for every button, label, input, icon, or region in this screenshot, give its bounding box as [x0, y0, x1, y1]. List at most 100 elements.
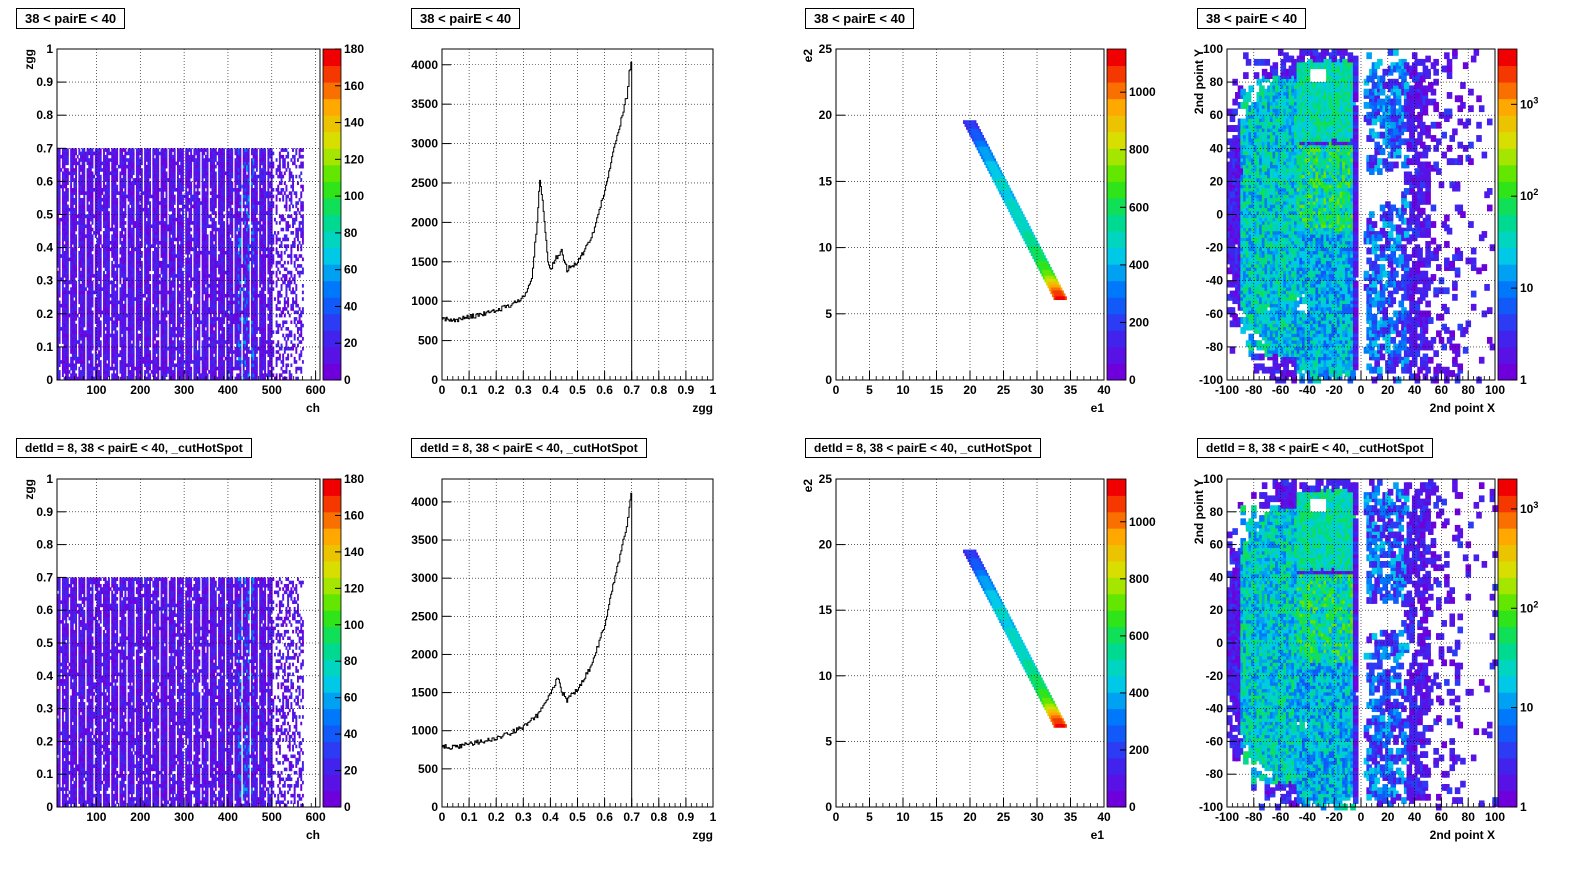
x-tick-label: 20: [963, 383, 977, 397]
x-tick-label: 80: [1462, 383, 1476, 397]
color-scale-label: 1000: [1129, 85, 1156, 99]
y-tick-label: 100: [1203, 42, 1223, 56]
y-tick-label: 0.1: [36, 767, 53, 781]
color-scale-label: 160: [344, 508, 364, 522]
color-scale-label: 102: [1520, 599, 1538, 615]
color-scale-label: 60: [344, 691, 358, 705]
panel-title-2: 38 < pairE < 40: [411, 8, 520, 29]
y-axis-label: 2nd point Y: [1192, 479, 1206, 544]
y-tick-label: 40: [1210, 570, 1224, 584]
x-tick-label: 0.7: [623, 383, 640, 397]
x-axis-label: e1: [1091, 828, 1105, 842]
heatmap-cells: [963, 120, 1067, 300]
x-tick-label: 0.7: [623, 810, 640, 824]
x-tick-label: 0.4: [542, 383, 559, 397]
y-axis-label: e2: [801, 479, 815, 493]
chart-panel-2: 0 0.1 0.2 0.3 0.4 0.5 0.6 0.7 0.8 0.9 105001000150…: [411, 49, 716, 415]
x-tick-label: 40: [1097, 383, 1111, 397]
x-tick-label: 1: [710, 810, 717, 824]
plot-frame: [836, 479, 1104, 807]
chart-panel-4: -100 -80 -60 -40 -20 0 20 40 60 80 100-100-80-60-4…: [1192, 42, 1538, 415]
chart-panel-8: -100 -80 -60 -40 -20 0 20 40 60 80 100-100-80-60-4…: [1192, 472, 1538, 842]
grid: [836, 49, 1104, 380]
color-scale-label: 1000: [1129, 515, 1156, 529]
y-tick-label: 1000: [411, 294, 438, 308]
y-tick-label: 0: [1216, 208, 1223, 222]
x-axis-label: ch: [306, 401, 320, 415]
y-tick-label: -80: [1206, 767, 1224, 781]
x-tick-label: 0.8: [650, 810, 667, 824]
y-tick-label: 15: [819, 603, 833, 617]
x-tick-label: 500: [262, 383, 282, 397]
x-tick-label: 600: [306, 810, 326, 824]
x-tick-label: -40: [1299, 383, 1317, 397]
y-axis-label: zgg: [22, 479, 36, 500]
chart-panel-3: 0 5 10 15 20 25 30 35 400510152025e1e20200400600…: [801, 42, 1156, 415]
x-tick-label: -20: [1326, 810, 1344, 824]
y-tick-label: 0: [825, 800, 832, 814]
x-tick-label: 100: [86, 810, 106, 824]
y-tick-label: 5: [825, 307, 832, 321]
color-scale-label: 1: [1520, 800, 1527, 814]
x-tick-label: 400: [218, 383, 238, 397]
y-tick-label: 4000: [411, 58, 438, 72]
y-axis-label: 2nd point Y: [1192, 49, 1206, 114]
y-tick-label: 80: [1210, 75, 1224, 89]
y-tick-label: 60: [1210, 108, 1224, 122]
y-tick-label: 0.2: [36, 307, 53, 321]
y-axis-label: e2: [801, 49, 815, 63]
panel-title-5: detId = 8, 38 < pairE < 40, _cutHotSpot: [16, 438, 252, 458]
x-tick-label: 0.3: [515, 810, 532, 824]
y-tick-label: 3500: [411, 97, 438, 111]
color-scale-label: 0: [344, 800, 351, 814]
x-tick-label: 0.1: [461, 383, 478, 397]
x-tick-label: 0.9: [678, 810, 695, 824]
x-tick-label: 60: [1435, 383, 1449, 397]
x-tick-label: 500: [262, 810, 282, 824]
color-scale-label: 400: [1129, 686, 1149, 700]
x-tick-label: -60: [1272, 383, 1290, 397]
y-tick-label: 0.8: [36, 108, 53, 122]
y-tick-label: 0.3: [36, 274, 53, 288]
color-scale-label: 10: [1520, 281, 1534, 295]
y-tick-label: 0: [825, 373, 832, 387]
y-tick-label: 500: [418, 334, 438, 348]
y-tick-label: -20: [1206, 669, 1224, 683]
x-tick-label: -60: [1272, 810, 1290, 824]
color-scale-label: 200: [1129, 315, 1149, 329]
y-tick-label: 0.5: [36, 208, 53, 222]
x-tick-label: 5: [866, 383, 873, 397]
y-tick-label: 0: [46, 800, 53, 814]
y-tick-label: 0.9: [36, 75, 53, 89]
chart-panel-7: 0 5 10 15 20 25 30 35 400510152025e1e20200400600…: [801, 472, 1156, 842]
x-tick-label: 0: [833, 810, 840, 824]
y-tick-label: -100: [1199, 373, 1223, 387]
y-tick-label: 0.7: [36, 570, 53, 584]
color-scale-label: 80: [344, 226, 358, 240]
panel-title-3: 38 < pairE < 40: [805, 8, 914, 29]
x-tick-label: 25: [997, 810, 1011, 824]
color-scale-label: 103: [1520, 500, 1538, 516]
y-tick-label: 0.1: [36, 340, 53, 354]
x-tick-label: 0.6: [596, 810, 613, 824]
y-tick-label: -100: [1199, 800, 1223, 814]
y-tick-label: 20: [1210, 603, 1224, 617]
y-tick-label: 0.5: [36, 636, 53, 650]
color-scale-label: 1: [1520, 373, 1527, 387]
y-tick-label: 0: [431, 800, 438, 814]
x-tick-label: 0.2: [488, 383, 505, 397]
x-tick-label: 0.3: [515, 383, 532, 397]
x-tick-label: 10: [896, 810, 910, 824]
heatmap-cells: [1227, 49, 1495, 384]
y-tick-label: 60: [1210, 538, 1224, 552]
x-tick-label: 35: [1064, 810, 1078, 824]
grid: [442, 49, 713, 380]
y-tick-label: 0.9: [36, 505, 53, 519]
histogram-line: [442, 62, 632, 380]
x-axis-label: zgg: [692, 828, 713, 842]
y-tick-label: 15: [819, 174, 833, 188]
